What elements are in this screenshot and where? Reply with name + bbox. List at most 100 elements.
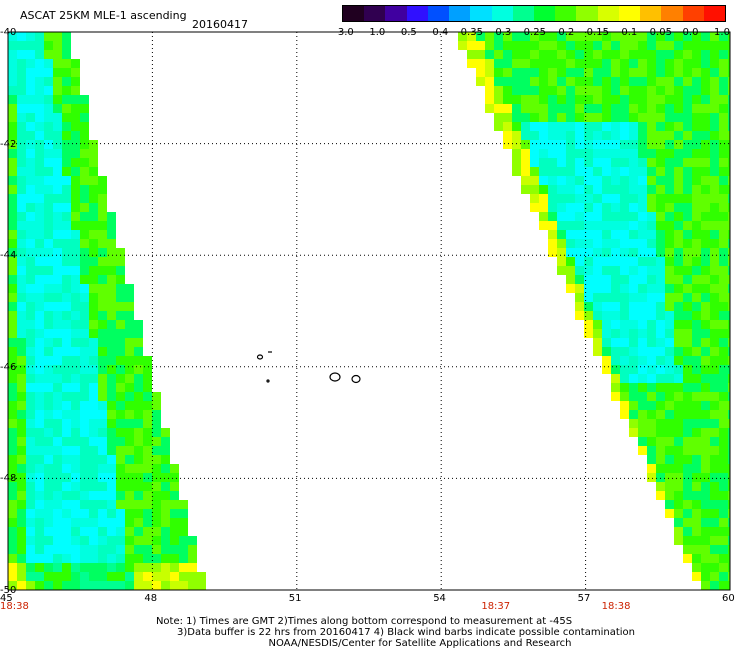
swath-cell (683, 428, 692, 437)
swath-cell (107, 392, 116, 401)
swath-cell (35, 554, 44, 563)
swath-cell (26, 374, 35, 383)
swath-cell (134, 356, 143, 365)
swath-cell (152, 509, 161, 518)
swath-cell (647, 122, 656, 131)
swath-cell (125, 563, 134, 572)
swath-cell (602, 338, 611, 347)
swath-cell (170, 545, 179, 554)
swath-cell (116, 518, 125, 527)
swath-cell (17, 131, 26, 140)
swath-cell (8, 176, 17, 185)
swath-cell (683, 473, 692, 482)
swath-cell (98, 410, 107, 419)
swath-cell (521, 77, 530, 86)
swath-cell (548, 41, 557, 50)
swath-cell (98, 437, 107, 446)
swath-cell (44, 482, 53, 491)
swath-cell (692, 158, 701, 167)
swath-cell (8, 131, 17, 140)
swath-cell (701, 419, 710, 428)
swath-cell (35, 185, 44, 194)
swath-cell (575, 149, 584, 158)
swath-cell (710, 446, 719, 455)
swath-cell (683, 509, 692, 518)
swath-cell (656, 410, 665, 419)
swath-cell (575, 311, 584, 320)
swath-cell (26, 158, 35, 167)
swath-cell (629, 176, 638, 185)
swath-cell (89, 293, 98, 302)
swath-cell (557, 50, 566, 59)
swath-cell (62, 140, 71, 149)
swath-cell (62, 473, 71, 482)
swath-cell (8, 536, 17, 545)
swath-cell (674, 347, 683, 356)
swath-cell (656, 194, 665, 203)
swath-cell (692, 203, 701, 212)
swath-cell (638, 365, 647, 374)
swath-cell (161, 536, 170, 545)
swath-cell (557, 230, 566, 239)
swath-cell (674, 167, 683, 176)
swath-cell (539, 194, 548, 203)
swath-cell (719, 212, 728, 221)
swath-cell (8, 257, 17, 266)
swath-cell (98, 563, 107, 572)
swath-cell (638, 320, 647, 329)
swath-cell (125, 446, 134, 455)
swath-cell (719, 131, 728, 140)
swath-cell (26, 122, 35, 131)
swath-cell (107, 554, 116, 563)
swath-cell (728, 275, 730, 284)
swath-cell (611, 131, 620, 140)
swath-cell (602, 167, 611, 176)
swath-cell (494, 86, 503, 95)
swath-cell (701, 257, 710, 266)
swath-cell (701, 203, 710, 212)
swath-cell (728, 167, 730, 176)
swath-cell (656, 248, 665, 257)
swath-cell (539, 68, 548, 77)
swath-cell (53, 500, 62, 509)
swath-cell (485, 86, 494, 95)
swath-cell (602, 32, 611, 41)
swath-cell (665, 392, 674, 401)
swath-cell (503, 32, 512, 41)
swath-cell (53, 491, 62, 500)
swath-cell (701, 221, 710, 230)
swath-cell (161, 500, 170, 509)
swath-cell (26, 545, 35, 554)
swath-cell (611, 275, 620, 284)
swath-cell (602, 131, 611, 140)
swath-cell (674, 437, 683, 446)
swath-cell (638, 230, 647, 239)
swath-cell (179, 527, 188, 536)
swath-cell (575, 59, 584, 68)
swath-cell (629, 302, 638, 311)
swath-cell (35, 248, 44, 257)
swath-cell (35, 203, 44, 212)
swath-cell (674, 446, 683, 455)
swath-cell (620, 140, 629, 149)
swath-cell (665, 239, 674, 248)
swath-cell (548, 194, 557, 203)
swath-cell (521, 32, 530, 41)
swath-cell (116, 284, 125, 293)
swath-cell (26, 527, 35, 536)
swath-cell (80, 491, 89, 500)
swath-cell (692, 320, 701, 329)
swath-cell (107, 455, 116, 464)
swath-cell (539, 131, 548, 140)
swath-cell (17, 392, 26, 401)
swath-cell (656, 455, 665, 464)
swath-cell (728, 365, 730, 374)
swath-cell (665, 446, 674, 455)
swath-cell (728, 302, 730, 311)
swath-cell (683, 554, 692, 563)
swath-cell (611, 383, 620, 392)
swath-cell (539, 104, 548, 113)
swath-cell (629, 311, 638, 320)
swath-cell (71, 473, 80, 482)
swath-cell (485, 68, 494, 77)
